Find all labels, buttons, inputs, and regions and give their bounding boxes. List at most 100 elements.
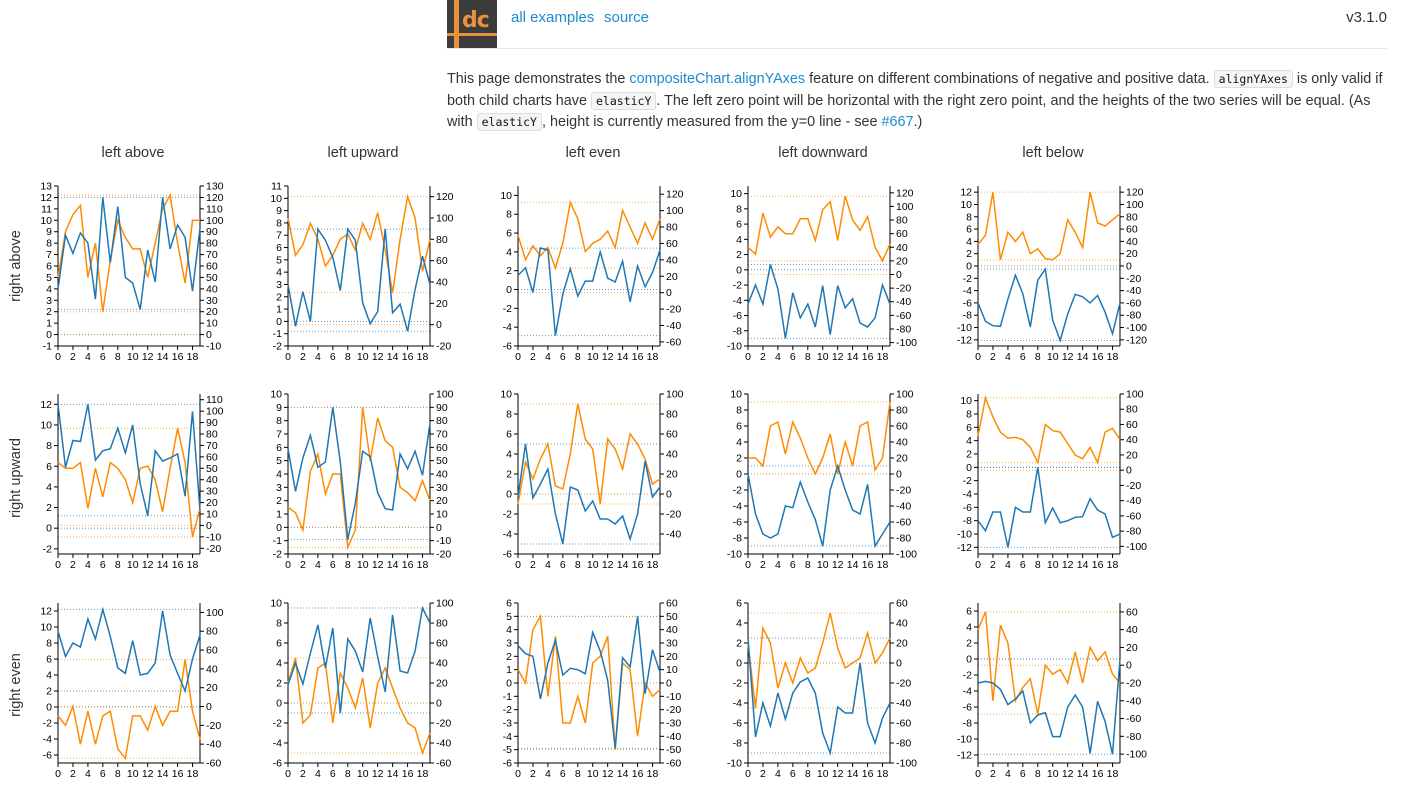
x-axis-tick-label: 6: [330, 559, 336, 571]
x-axis-tick-label: 12: [372, 351, 384, 363]
left-axis-tick-label: 0: [736, 264, 742, 276]
right-axis-tick-label: -10: [206, 531, 221, 543]
x-axis-tick-label: 18: [1107, 351, 1119, 363]
x-axis-tick-label: 0: [285, 559, 291, 571]
left-axis-tick-label: -10: [957, 529, 972, 541]
right-axis-tick-label: 60: [1126, 224, 1138, 236]
composite-chart-align-link[interactable]: compositeChart.alignYAxes: [629, 71, 806, 87]
left-axis-tick-label: 6: [966, 224, 972, 236]
x-axis-tick-label: 12: [142, 351, 154, 363]
left-axis-tick-label: 8: [276, 415, 282, 427]
left-axis-tick-label: -10: [957, 322, 972, 334]
column-title-left-downward: left downward: [778, 145, 868, 161]
left-axis-tick-label: -4: [733, 698, 742, 710]
right-axis-tick-label: 40: [896, 618, 908, 630]
left-axis-tick-label: -4: [963, 686, 972, 698]
x-axis-tick-label: 18: [877, 768, 889, 780]
left-axis-tick-label: 4: [966, 236, 972, 248]
left-axis-tick-label: 3: [276, 279, 282, 291]
right-series-line: [977, 611, 1121, 715]
source-link[interactable]: source: [604, 9, 650, 26]
x-axis-tick-label: 8: [115, 768, 121, 780]
x-axis-tick-label: 2: [70, 559, 76, 571]
right-axis-tick-label: -20: [896, 283, 911, 295]
dc-logo[interactable]: dc: [447, 0, 497, 48]
x-axis-tick-label: 6: [560, 559, 566, 571]
left-axis-tick-label: -2: [733, 280, 742, 292]
all-examples-link[interactable]: all examples: [511, 9, 595, 26]
right-axis-tick-label: -60: [896, 718, 911, 730]
right-axis-tick-label: -100: [896, 337, 917, 349]
right-axis-tick-label: 20: [436, 495, 448, 507]
x-axis-tick-label: 18: [877, 351, 889, 363]
right-axis-tick-label: 120: [666, 189, 684, 201]
left-axis-tick-label: 0: [506, 489, 512, 501]
x-axis-tick-label: 14: [387, 351, 399, 363]
left-axis-tick-label: 9: [276, 402, 282, 414]
left-axis-tick-label: 6: [276, 638, 282, 650]
x-axis-tick-label: 16: [172, 351, 184, 363]
left-axis-tick-label: 5: [506, 611, 512, 623]
left-axis-tick-label: -2: [733, 485, 742, 497]
composite-chart-r2-c4: -12-10-8-6-4-20246-100-80-60-40-20020406…: [957, 603, 1147, 780]
right-series-line: [287, 193, 431, 293]
right-axis-tick-label: -20: [436, 341, 451, 353]
x-axis-tick-label: 0: [55, 559, 61, 571]
right-axis-tick-label: -60: [896, 517, 911, 529]
x-axis-tick-label: 0: [515, 768, 521, 780]
x-axis-tick-label: 6: [100, 559, 106, 571]
right-axis-tick-label: -10: [436, 535, 451, 547]
right-axis-tick-label: -100: [896, 758, 917, 770]
x-axis-tick-label: 10: [1047, 768, 1059, 780]
left-axis-tick-label: -3: [503, 718, 512, 730]
right-axis-tick-label: -80: [1126, 526, 1141, 538]
left-axis-tick-label: 8: [736, 405, 742, 417]
left-axis-tick-label: 3: [506, 638, 512, 650]
right-axis-tick-label: 100: [206, 215, 224, 227]
left-axis-tick-label: 6: [506, 429, 512, 441]
left-axis-tick-label: 2: [46, 502, 52, 514]
composite-chart-r0-c4: -12-10-8-6-4-2024681012-120-100-80-60-40…: [957, 186, 1147, 363]
left-axis-tick-label: -10: [727, 549, 742, 561]
left-axis-tick-label: -1: [273, 535, 282, 547]
page-header: dc all examples source v3.1.0: [447, 0, 1387, 49]
left-series-line: [57, 606, 201, 694]
x-axis-tick-label: 4: [775, 768, 781, 780]
right-axis-tick-label: 60: [666, 238, 678, 250]
x-axis-tick-label: 8: [575, 559, 581, 571]
left-axis-tick-label: 2: [966, 248, 972, 260]
intro-paragraph: This page demonstrates the compositeChar…: [447, 69, 1387, 134]
x-axis-tick-label: 16: [402, 351, 414, 363]
left-axis-tick-label: -2: [503, 704, 512, 716]
left-axis-tick-label: 4: [276, 469, 282, 481]
right-axis-tick-label: -100: [1126, 322, 1147, 334]
x-axis-tick-label: 6: [1020, 351, 1026, 363]
left-axis-tick-label: -2: [963, 475, 972, 487]
x-axis-tick-label: 18: [1107, 768, 1119, 780]
right-axis-tick-label: 0: [896, 658, 902, 670]
left-axis-tick-label: 3: [276, 482, 282, 494]
x-axis-tick-label: 6: [330, 768, 336, 780]
left-axis-tick-label: -10: [727, 341, 742, 353]
left-series-line: [747, 637, 891, 756]
right-axis-tick-label: -80: [1126, 310, 1141, 322]
right-axis-tick-label: 130: [206, 181, 224, 193]
left-axis-tick-label: 6: [276, 442, 282, 454]
right-axis-tick-label: 40: [206, 474, 218, 486]
x-axis-tick-label: 16: [862, 768, 874, 780]
x-axis-tick-label: 14: [157, 351, 169, 363]
x-axis-tick-label: 2: [990, 559, 996, 571]
right-axis-tick-label: 40: [436, 658, 448, 670]
x-axis-tick-label: 18: [647, 351, 659, 363]
left-series-line: [57, 404, 201, 516]
issue-667-link[interactable]: #667: [881, 114, 914, 130]
right-axis-tick-label: 50: [206, 272, 218, 284]
intro-text: is only valid if both child charts have: [447, 71, 1383, 109]
left-axis-tick-label: -6: [503, 341, 512, 353]
right-axis-tick-label: 100: [666, 389, 684, 401]
left-axis-tick-label: 3: [46, 295, 52, 307]
left-axis-tick-label: 0: [46, 523, 52, 535]
right-series-line: [977, 192, 1121, 261]
left-series-line: [977, 267, 1121, 343]
